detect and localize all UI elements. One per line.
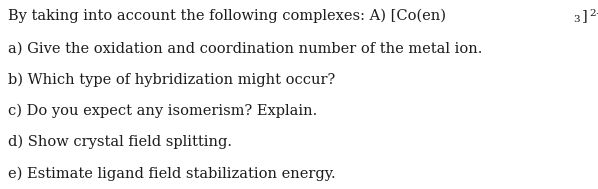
Text: By taking into account the following complexes: A) [Co(en): By taking into account the following com… [8,9,446,23]
Text: b) Which type of hybridization might occur?: b) Which type of hybridization might occ… [8,73,335,87]
Text: 3: 3 [573,15,579,24]
Text: c) Do you expect any isomerism? Explain.: c) Do you expect any isomerism? Explain. [8,104,317,118]
Text: e) Estimate ligand field stabilization energy.: e) Estimate ligand field stabilization e… [8,166,335,181]
Text: ]: ] [581,9,587,23]
Text: d) Show crystal field splitting.: d) Show crystal field splitting. [8,135,232,149]
Text: 2+: 2+ [589,9,598,18]
Text: a) Give the oxidation and coordination number of the metal ion.: a) Give the oxidation and coordination n… [8,42,482,56]
